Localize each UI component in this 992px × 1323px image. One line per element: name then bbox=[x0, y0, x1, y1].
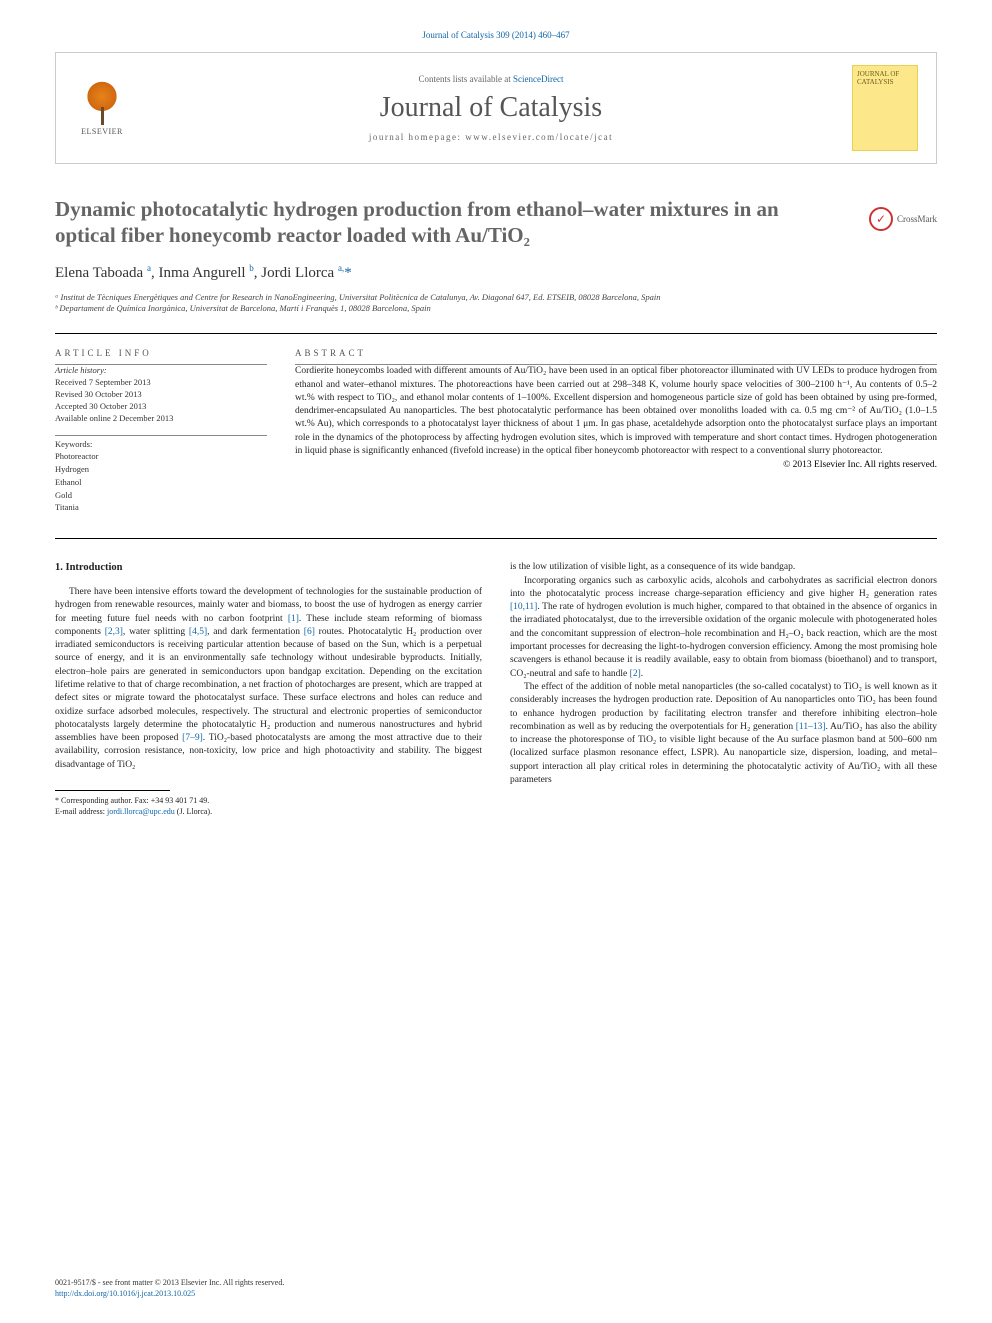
divider-top bbox=[55, 333, 937, 334]
article-title: Dynamic photocatalytic hydrogen producti… bbox=[55, 196, 815, 249]
crossmark-label: CrossMark bbox=[897, 214, 937, 224]
journal-cover-thumb: JOURNAL OF CATALYSIS bbox=[852, 65, 918, 151]
elsevier-logo[interactable]: ELSEVIER bbox=[74, 76, 130, 140]
sciencedirect-link[interactable]: ScienceDirect bbox=[513, 74, 563, 84]
email-suffix: (J. Llorca). bbox=[175, 807, 212, 816]
keyword: Ethanol bbox=[55, 476, 267, 489]
keyword: Gold bbox=[55, 489, 267, 502]
abstract-col: ABSTRACT Cordierite honeycombs loaded wi… bbox=[295, 340, 937, 514]
elsevier-label: ELSEVIER bbox=[81, 127, 123, 136]
body-columns: 1. Introduction There have been intensiv… bbox=[55, 561, 937, 817]
ref-link[interactable]: [6] bbox=[304, 627, 315, 637]
article-info-col: ARTICLE INFO Article history: Received 7… bbox=[55, 340, 267, 514]
corresponding-author: * Corresponding author. Fax: +34 93 401 … bbox=[55, 795, 482, 817]
affiliation-b: ᵇ Departament de Química Inorgànica, Uni… bbox=[55, 303, 937, 315]
journal-header: ELSEVIER Contents lists available at Sci… bbox=[55, 52, 937, 164]
article-history: Article history: Received 7 September 20… bbox=[55, 365, 267, 424]
history-accepted: Accepted 30 October 2013 bbox=[55, 401, 267, 413]
keywords-label: Keywords: bbox=[55, 438, 267, 451]
corresponding-email-line: E-mail address: jordi.llorca@upc.edu (J.… bbox=[55, 806, 482, 817]
page-footer: 0021-9517/$ - see front matter © 2013 El… bbox=[55, 1278, 284, 1299]
keyword: Photoreactor bbox=[55, 450, 267, 463]
ref-link[interactable]: [1] bbox=[288, 614, 299, 624]
ref-link[interactable]: [11–13] bbox=[796, 722, 826, 732]
footer-copyright: 0021-9517/$ - see front matter © 2013 El… bbox=[55, 1278, 284, 1288]
corresponding-sep bbox=[55, 790, 170, 791]
contents-prefix: Contents lists available at bbox=[419, 74, 513, 84]
history-online: Available online 2 December 2013 bbox=[55, 413, 267, 425]
ref-link[interactable]: [10,11] bbox=[510, 602, 537, 612]
info-divider-2 bbox=[55, 435, 267, 436]
crossmark-badge[interactable]: ✓ CrossMark bbox=[869, 207, 937, 231]
keywords-block: Keywords: Photoreactor Hydrogen Ethanol … bbox=[55, 438, 267, 515]
intro-para-3: Incorporating organics such as carboxyli… bbox=[510, 575, 937, 681]
ref-link[interactable]: [2] bbox=[630, 669, 641, 679]
intro-para-2: is the low utilization of visible light,… bbox=[510, 561, 937, 574]
keyword: Titania bbox=[55, 501, 267, 514]
email-link[interactable]: jordi.llorca@upc.edu bbox=[107, 807, 175, 816]
column-right: is the low utilization of visible light,… bbox=[510, 561, 937, 817]
intro-para-4: The effect of the addition of noble meta… bbox=[510, 681, 937, 787]
divider-mid bbox=[55, 538, 937, 539]
journal-name: Journal of Catalysis bbox=[130, 92, 852, 124]
intro-heading: 1. Introduction bbox=[55, 561, 482, 576]
affiliations: ᵃ Institut de Tècniques Energètiques and… bbox=[55, 292, 937, 316]
history-received: Received 7 September 2013 bbox=[55, 377, 267, 389]
abstract-text: Cordierite honeycombs loaded with differ… bbox=[295, 365, 937, 458]
history-revised: Revised 30 October 2013 bbox=[55, 389, 267, 401]
intro-para-1: There have been intensive efforts toward… bbox=[55, 586, 482, 772]
keyword: Hydrogen bbox=[55, 463, 267, 476]
journal-homepage: journal homepage: www.elsevier.com/locat… bbox=[130, 132, 852, 142]
email-label: E-mail address: bbox=[55, 807, 107, 816]
elsevier-tree-icon bbox=[80, 81, 124, 125]
crossmark-icon: ✓ bbox=[869, 207, 893, 231]
ref-link[interactable]: [7–9] bbox=[182, 733, 203, 743]
footer-doi[interactable]: http://dx.doi.org/10.1016/j.jcat.2013.10… bbox=[55, 1289, 284, 1299]
journal-citation: Journal of Catalysis 309 (2014) 460–467 bbox=[55, 30, 937, 40]
affiliation-a: ᵃ Institut de Tècniques Energètiques and… bbox=[55, 292, 937, 304]
contents-available: Contents lists available at ScienceDirec… bbox=[130, 74, 852, 84]
abstract-copyright: © 2013 Elsevier Inc. All rights reserved… bbox=[295, 460, 937, 470]
ref-link[interactable]: [4,5] bbox=[189, 627, 207, 637]
abstract-label: ABSTRACT bbox=[295, 348, 937, 358]
ref-link[interactable]: [2,3] bbox=[105, 627, 123, 637]
column-left: 1. Introduction There have been intensiv… bbox=[55, 561, 482, 817]
authors-list: Elena Taboada a, Inma Angurell b, Jordi … bbox=[55, 263, 937, 282]
history-label: Article history: bbox=[55, 365, 267, 377]
corresponding-line: * Corresponding author. Fax: +34 93 401 … bbox=[55, 795, 482, 806]
article-info-label: ARTICLE INFO bbox=[55, 348, 267, 358]
